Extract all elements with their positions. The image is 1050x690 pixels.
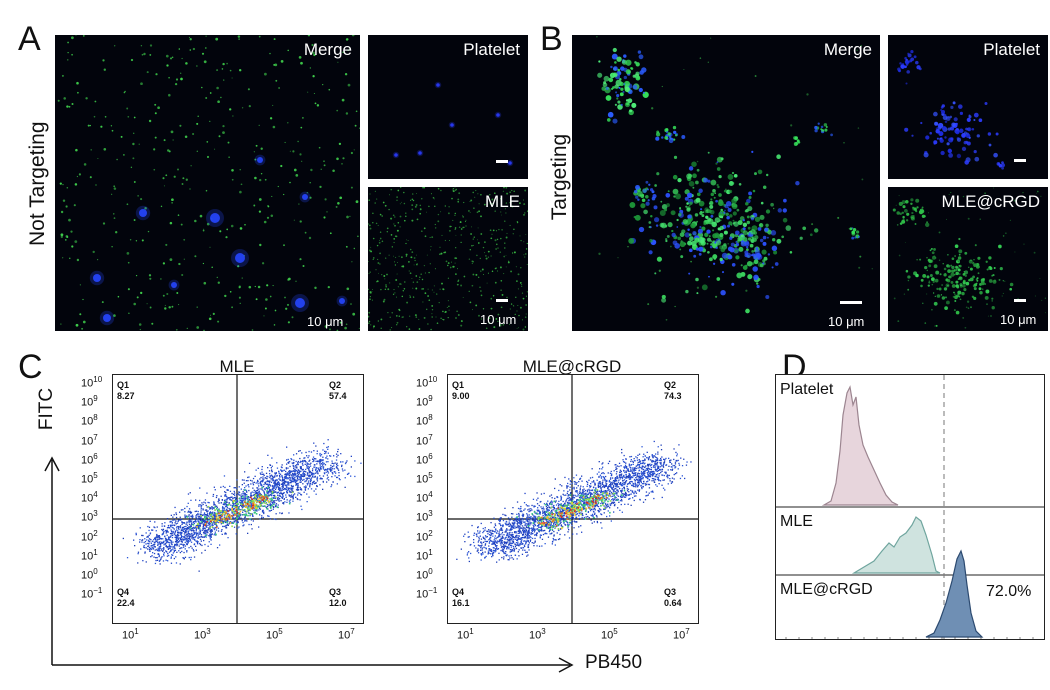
- y-tick-label: 100: [416, 567, 433, 582]
- panel-letter-c: C: [18, 348, 43, 386]
- histogram-label-mle: MLE: [780, 513, 813, 530]
- row-label-not-targeting: Not Targeting: [26, 121, 49, 246]
- flow-scatter-2: [448, 375, 698, 623]
- q1-value-1: 8.27: [117, 391, 135, 401]
- flow-plot-1: Q1 8.27 Q2 57.4 Q4 22.4 Q3 12.0: [112, 374, 364, 624]
- x-tick-label: 107: [673, 627, 690, 642]
- y-tick-label: 106: [416, 451, 433, 467]
- merge-micrograph-b: [596, 36, 873, 321]
- c-axis-arrows: [44, 456, 574, 673]
- y-tick-label: 108: [416, 413, 433, 429]
- flow-plot-title-1: MLE: [219, 357, 255, 376]
- flow-plot-title-2: MLE@cRGD: [522, 357, 622, 376]
- q1-name-2: Q1: [452, 380, 465, 390]
- y-tick-label: 108: [81, 413, 98, 429]
- x-tick-label: 103: [194, 627, 211, 642]
- flow-scatter-1: [113, 375, 363, 623]
- q2-value-2: 74.3: [664, 391, 682, 401]
- merge-micrograph-a: [57, 35, 360, 331]
- platelet-label-b: Platelet: [983, 40, 1040, 59]
- y-tick-label: 107: [81, 432, 98, 448]
- y-tick-label: 106: [81, 451, 98, 467]
- merge-label-b: Merge: [823, 40, 872, 59]
- q3-value-2: 0.64: [664, 598, 682, 608]
- mle-crgd-image-b: MLE@cRGD 10 μm: [888, 187, 1048, 331]
- scale-bar-b-mle: [1014, 299, 1026, 302]
- mle-crgd-label-b: MLE@cRGD: [941, 192, 1041, 211]
- mle-crgd-micrograph-b: [892, 187, 1047, 329]
- q1-name-1: Q1: [117, 380, 130, 390]
- platelet-micrograph-a: [392, 81, 514, 167]
- mle-micrograph-a: [368, 187, 528, 331]
- x-tick-label: 105: [601, 627, 618, 642]
- scale-text-b-mle: 10 μm: [1000, 312, 1037, 327]
- q1-value-2: 9.00: [452, 391, 470, 401]
- x-tick-label: 101: [457, 627, 474, 642]
- q3-name-1: Q3: [329, 587, 342, 597]
- x-tick-label: 101: [122, 627, 139, 642]
- histogram-stack: Platelet MLE MLE@cRGD 72.0%: [775, 374, 1045, 640]
- platelet-micrograph-b: [897, 49, 1006, 170]
- merge-label-a: Merge: [303, 40, 352, 59]
- y-tick-label: 104: [81, 490, 98, 505]
- q4-name-2: Q4: [452, 587, 465, 597]
- q2-name-2: Q2: [664, 380, 677, 390]
- y-tick-label: 104: [416, 490, 433, 505]
- y-tick-label: 100: [81, 567, 98, 582]
- flow-plot-2: Q1 9.00 Q2 74.3 Q4 16.1 Q3 0.64: [447, 374, 699, 624]
- y-tick-label: 103: [81, 509, 98, 525]
- histogram-label-platelet: Platelet: [780, 381, 834, 398]
- c-x-axis-label: PB450: [585, 652, 643, 673]
- c-y-axis-label: FITC: [36, 387, 57, 431]
- q3-name-2: Q3: [664, 587, 677, 597]
- y-tick-label: 10−1: [416, 586, 438, 601]
- y-tick-label: 102: [416, 528, 433, 544]
- histogram-label-mle-crgd: MLE@cRGD: [780, 581, 873, 598]
- histogram-plot: [776, 375, 1044, 639]
- mle-label-a: MLE: [485, 192, 520, 211]
- q3-value-1: 12.0: [329, 598, 347, 608]
- q2-name-1: Q2: [329, 380, 342, 390]
- q4-value-1: 22.4: [117, 598, 135, 608]
- y-tick-label: 1010: [416, 375, 438, 390]
- platelet-image-b: Platelet: [888, 35, 1048, 179]
- y-tick-label: 107: [416, 432, 433, 448]
- y-tick-label: 10−1: [81, 586, 103, 601]
- y-tick-label: 109: [81, 394, 98, 409]
- panel-letter-a: A: [18, 20, 41, 58]
- y-tick-label: 103: [416, 509, 433, 525]
- y-tick-label: 109: [416, 394, 433, 409]
- histogram-curve-mle-crgd: [925, 549, 984, 638]
- x-tick-label: 105: [266, 627, 283, 642]
- q4-value-2: 16.1: [452, 598, 470, 608]
- mle-image-a: MLE 10 μm: [368, 187, 528, 331]
- y-tick-label: 1010: [81, 375, 103, 390]
- scale-bar-b-merge: [840, 301, 862, 304]
- platelet-image-a: Platelet: [368, 35, 528, 179]
- q4-name-1: Q4: [117, 587, 130, 597]
- histogram-curve-mle: [851, 516, 941, 574]
- scale-text-b-merge: 10 μm: [828, 314, 865, 329]
- scale-bar-a-mle: [496, 299, 508, 302]
- platelet-label-a: Platelet: [463, 40, 520, 59]
- panel-letter-b: B: [540, 20, 563, 58]
- y-tick-label: 101: [416, 547, 433, 563]
- merge-image-b: Merge 10 μm: [572, 35, 880, 331]
- histogram-curve-platelet: [821, 385, 899, 506]
- y-tick-label: 102: [81, 528, 98, 544]
- row-label-targeting: Targeting: [548, 133, 571, 221]
- y-tick-label: 105: [81, 471, 98, 486]
- y-tick-label: 105: [416, 471, 433, 486]
- histogram-percent: 72.0%: [986, 583, 1032, 600]
- q2-value-1: 57.4: [329, 391, 347, 401]
- x-tick-label: 107: [338, 627, 355, 642]
- y-tick-label: 101: [81, 547, 98, 563]
- scale-bar-b-platelet: [1014, 159, 1026, 162]
- x-tick-label: 103: [529, 627, 546, 642]
- scale-text-a-merge: 10 μm: [307, 314, 344, 329]
- merge-image-a: Merge 10 μm: [55, 35, 360, 331]
- scale-bar-a-platelet: [496, 160, 508, 163]
- scale-text-a-mle: 10 μm: [480, 312, 517, 327]
